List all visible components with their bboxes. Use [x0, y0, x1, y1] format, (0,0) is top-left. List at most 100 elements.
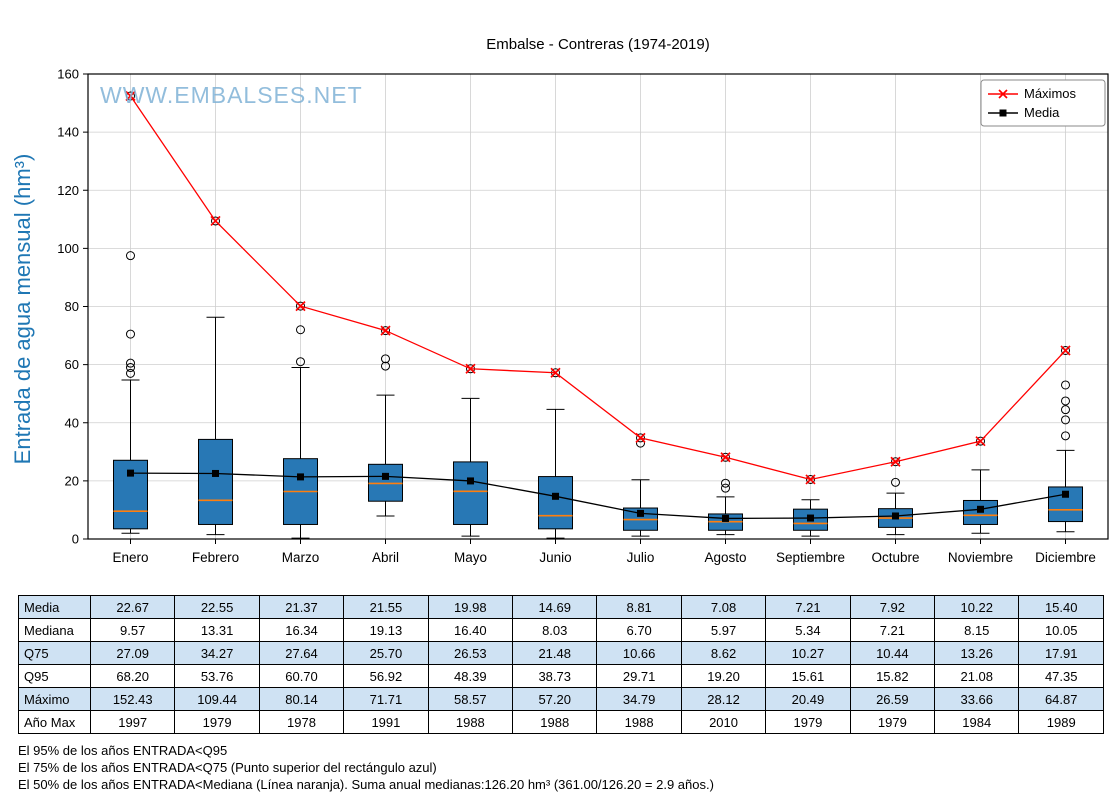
square-marker	[212, 469, 219, 477]
table-cell: 1978	[258, 710, 345, 734]
outlier-point	[976, 436, 985, 446]
table-cell: 7.21	[849, 618, 936, 642]
table-cell: 5.34	[765, 618, 851, 642]
table-cell: 15.61	[765, 664, 851, 688]
outlier-point	[1061, 431, 1070, 441]
table-cell: 19.13	[343, 618, 429, 642]
table-cell: 29.71	[596, 664, 682, 688]
table-cell: 27.09	[89, 641, 176, 665]
legend-x-marker-icon	[998, 89, 1008, 99]
outlier-point	[126, 91, 135, 101]
square-marker	[467, 477, 474, 485]
outlier-point	[891, 457, 900, 467]
square-marker	[127, 469, 134, 477]
table-cell: 1989	[1018, 710, 1104, 734]
series-media	[127, 469, 1069, 522]
grid-lines	[88, 73, 1108, 540]
table-cell: 14.69	[512, 595, 598, 619]
x-marker	[465, 363, 476, 374]
table-cell: 5.97	[680, 618, 767, 642]
x-tick-label: Diciembre	[1035, 550, 1096, 565]
x-tick-label: Junio	[539, 550, 571, 565]
y-tick-label: 20	[65, 473, 79, 488]
table-cell: 71.71	[343, 687, 429, 711]
y-tick-label: 80	[65, 299, 79, 314]
x-marker	[210, 215, 221, 227]
table-cell: 48.39	[427, 664, 514, 688]
table-cell: 34.79	[596, 687, 682, 711]
x-marker	[975, 436, 986, 447]
table-row-ano-max: Año Max 1997 1979 1978 1991 1988 1988 1988 2010 1…	[18, 710, 1104, 734]
outlier-point	[381, 361, 390, 371]
table-cell: 53.76	[174, 664, 260, 688]
table-cell: 19.20	[680, 664, 767, 688]
table-row-media: Media 22.67 22.55 21.37 21.55 19.98 14.69 8.81 7…	[18, 595, 1104, 619]
y-tick-label: 140	[57, 125, 79, 140]
table-cell: 47.35	[1018, 664, 1104, 688]
x-tick-label: Septiembre	[776, 550, 845, 565]
y-tick-label: 160	[57, 67, 79, 82]
table-cell: 1988	[512, 710, 598, 734]
table-cell: 27.64	[258, 641, 345, 665]
table-cell: 8.62	[680, 641, 767, 665]
row-label-ano-max: Año Max	[18, 710, 91, 734]
y-tick-label: 0	[72, 532, 79, 547]
table-cell: 60.70	[258, 664, 345, 688]
outlier-point	[126, 363, 135, 373]
table-cell: 109.44	[174, 687, 260, 711]
box	[198, 438, 233, 525]
table-cell: 1997	[89, 710, 176, 734]
table-cell: 20.49	[765, 687, 851, 711]
table-cell: 80.14	[258, 687, 345, 711]
y-tick-label: 120	[57, 183, 79, 198]
row-label-mediana: Mediana	[18, 618, 91, 642]
square-marker	[1062, 490, 1069, 498]
table-cell: 10.05	[1018, 618, 1104, 642]
table-cell: 64.87	[1018, 687, 1104, 711]
table-cell: 22.55	[174, 595, 260, 619]
footnote-q75: El 75% de los años ENTRADA<Q75 (Punto su…	[18, 760, 437, 775]
chart-plot-area: 0 20 40 60 80 100 120 140 160 Enero Febrero Marzo Ab…	[57, 67, 1109, 566]
outlier-point	[211, 216, 220, 226]
table-cell: 1988	[427, 710, 514, 734]
x-marker	[805, 474, 816, 485]
outlier-point	[1061, 415, 1070, 425]
table-cell: 21.55	[343, 595, 429, 619]
footnote-q95: El 95% de los años ENTRADA<Q95	[18, 743, 228, 758]
table-cell: 1988	[596, 710, 682, 734]
footnote-mediana: El 50% de los años ENTRADA<Mediana (Líne…	[18, 777, 714, 792]
table-cell: 21.37	[258, 595, 345, 619]
table-cell: 7.08	[680, 595, 767, 619]
square-marker	[807, 514, 814, 522]
x-marker	[635, 432, 646, 443]
outlier-point	[126, 329, 135, 339]
table-cell: 8.15	[934, 618, 1020, 642]
outlier-point	[126, 368, 135, 378]
table-cell: 22.67	[89, 595, 176, 619]
box	[453, 461, 488, 525]
outlier-point	[296, 325, 305, 335]
x-marker	[125, 90, 136, 102]
table-cell: 21.48	[512, 641, 598, 665]
table-cell: 68.20	[89, 664, 176, 688]
boxplots	[113, 91, 1083, 539]
x-tick-label: Marzo	[282, 550, 320, 565]
table-cell: 1984	[934, 710, 1020, 734]
table-cell: 56.92	[343, 664, 429, 688]
plot-frame	[87, 73, 1109, 540]
outlier-point	[806, 474, 815, 484]
row-label-maximo: Máximo	[18, 687, 91, 711]
table-cell: 7.21	[765, 595, 851, 619]
table-cell: 19.98	[427, 595, 514, 619]
table-cell: 26.53	[427, 641, 514, 665]
table-cell: 1979	[174, 710, 260, 734]
x-tick-label: Octubre	[871, 550, 919, 565]
series-maximos	[125, 90, 1071, 485]
y-tick-label: 100	[57, 241, 79, 256]
table-cell: 15.40	[1018, 595, 1104, 619]
table-cell: 8.81	[596, 595, 682, 619]
axis-ticks: 0 20 40 60 80 100 120 140 160 Enero Febrero Marzo Ab…	[57, 67, 1096, 566]
table-cell: 26.59	[849, 687, 936, 711]
table-cell: 6.70	[596, 618, 682, 642]
table-cell: 1979	[849, 710, 936, 734]
